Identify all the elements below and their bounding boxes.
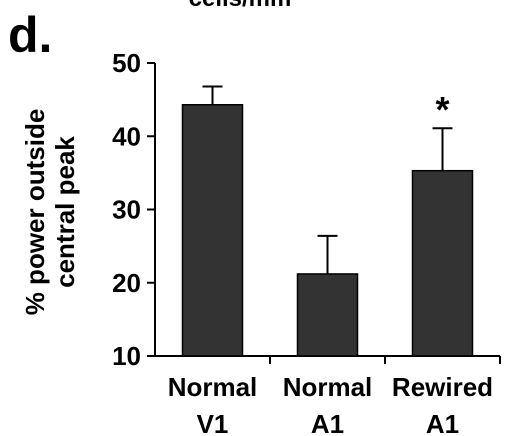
x-tick-label: Rewired xyxy=(392,372,493,402)
y-tick-label: 40 xyxy=(112,121,141,151)
y-tick-label: 30 xyxy=(112,195,141,225)
bar xyxy=(181,104,244,357)
x-tick-label: Normal xyxy=(283,372,373,402)
y-tick-label: 10 xyxy=(112,341,141,371)
y-tick-label: 50 xyxy=(112,48,141,78)
panel-label: d. xyxy=(8,7,52,63)
y-axis-label-line-1: % power outside xyxy=(20,109,50,316)
y-tick-label: 20 xyxy=(112,268,141,298)
x-tick-label: A1 xyxy=(311,409,344,436)
x-tick-label: A1 xyxy=(426,409,459,436)
plot-area: 10 20 30 40 50 Normal V1 Normal A1 Rewired A1 * xyxy=(112,48,501,436)
x-tick-label: Normal xyxy=(168,372,258,402)
top-caption: cells/mm xyxy=(189,0,292,12)
bar xyxy=(411,169,474,357)
bar xyxy=(296,273,359,357)
y-axis-label-line-2: central peak xyxy=(50,136,80,288)
significance-marker: * xyxy=(435,89,449,130)
y-axis-label: % power outside central peak xyxy=(20,109,80,316)
x-tick-label: V1 xyxy=(197,409,229,436)
